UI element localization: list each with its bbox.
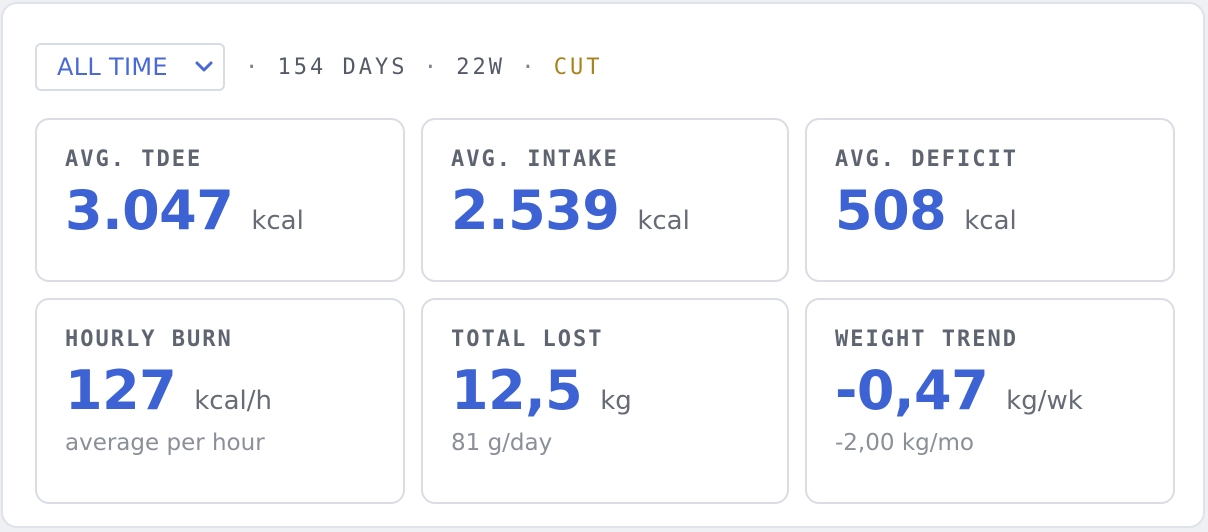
card-label: TOTAL LOST — [451, 327, 604, 352]
card-label: AVG. INTAKE — [451, 147, 619, 172]
separator: · — [423, 54, 440, 80]
days-count: 154 DAYS — [277, 54, 408, 80]
card-value: 3.047 — [65, 179, 234, 242]
chevron-down-icon — [195, 61, 213, 72]
card-value: 12,5 — [451, 359, 583, 422]
separator: · — [521, 54, 538, 80]
card-unit: kcal/h — [194, 386, 272, 416]
card-value-row: 508 kcal — [835, 180, 1173, 242]
card-value-row: 2.539 kcal — [451, 180, 787, 242]
time-range-value: ALL TIME — [57, 53, 168, 81]
card-value-row: 12,5 kg — [451, 360, 787, 422]
card-value: 508 — [835, 179, 947, 242]
card-unit: kcal — [964, 206, 1017, 236]
stats-grid: AVG. TDEE 3.047 kcal AVG. INTAKE 2.539 k… — [35, 118, 1175, 504]
card-label: AVG. DEFICIT — [835, 147, 1018, 172]
card-subtext: average per hour — [65, 430, 265, 456]
card-hourly-burn: HOURLY BURN 127 kcal/h average per hour — [35, 298, 405, 504]
card-value: 2.539 — [451, 179, 620, 242]
card-label: AVG. TDEE — [65, 147, 203, 172]
card-subtext: -2,00 kg/mo — [835, 430, 974, 456]
separator: · — [245, 54, 262, 80]
card-unit: kcal — [251, 206, 304, 236]
period-summary: · 154 DAYS · 22W · CUT — [245, 55, 602, 80]
card-value: -0,47 — [835, 359, 989, 422]
card-value-row: 3.047 kcal — [65, 180, 403, 242]
card-value-row: -0,47 kg/wk — [835, 360, 1173, 422]
diet-mode-badge: CUT — [553, 54, 603, 80]
weeks-count: 22W — [456, 54, 505, 80]
card-total-lost: TOTAL LOST 12,5 kg 81 g/day — [421, 298, 789, 504]
card-label: WEIGHT TREND — [835, 327, 1018, 352]
card-unit: kg/wk — [1006, 386, 1083, 416]
card-unit: kg — [600, 386, 632, 416]
time-range-select[interactable]: ALL TIME — [35, 43, 225, 91]
card-avg-tdee: AVG. TDEE 3.047 kcal — [35, 118, 405, 282]
card-weight-trend: WEIGHT TREND -0,47 kg/wk -2,00 kg/mo — [805, 298, 1175, 504]
card-unit: kcal — [637, 206, 690, 236]
card-value: 127 — [65, 359, 177, 422]
toolbar: ALL TIME · 154 DAYS · 22W · CUT — [35, 42, 602, 92]
card-value-row: 127 kcal/h — [65, 360, 403, 422]
card-avg-deficit: AVG. DEFICIT 508 kcal — [805, 118, 1175, 282]
card-label: HOURLY BURN — [65, 327, 233, 352]
card-subtext: 81 g/day — [451, 430, 553, 456]
card-avg-intake: AVG. INTAKE 2.539 kcal — [421, 118, 789, 282]
